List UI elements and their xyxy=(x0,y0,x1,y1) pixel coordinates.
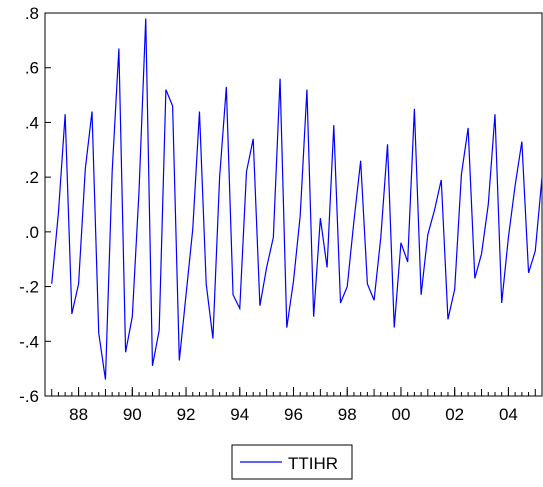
y-tick-label: -.6 xyxy=(19,387,39,406)
x-tick-label: 90 xyxy=(123,405,142,424)
x-tick-label: 04 xyxy=(499,405,518,424)
legend: TTIHR xyxy=(231,444,353,480)
x-tick-label: 92 xyxy=(177,405,196,424)
legend-label: TTIHR xyxy=(288,454,338,473)
y-tick-label: .4 xyxy=(25,113,39,132)
x-tick-label: 98 xyxy=(338,405,357,424)
y-tick-label: .8 xyxy=(25,4,39,23)
x-axis: 88 90 92 94 96 98 00 02 04 xyxy=(44,387,543,424)
x-tick-label: 02 xyxy=(445,405,464,424)
y-tick-label: .0 xyxy=(25,223,39,242)
x-tick-label: 00 xyxy=(391,405,410,424)
x-tick-label: 94 xyxy=(230,405,249,424)
y-tick-label: -.2 xyxy=(19,278,39,297)
series-layer xyxy=(51,18,543,380)
series-line-ttihr xyxy=(51,18,543,380)
y-tick-label: .6 xyxy=(25,59,39,78)
y-tick-label: -.4 xyxy=(19,332,39,351)
y-tick-label: .2 xyxy=(25,168,39,187)
y-axis: -.6 -.4 -.2 .0 .2 .4 .6 .8 xyxy=(19,4,51,406)
x-tick-label: 96 xyxy=(284,405,303,424)
x-tick-label: 88 xyxy=(69,405,88,424)
